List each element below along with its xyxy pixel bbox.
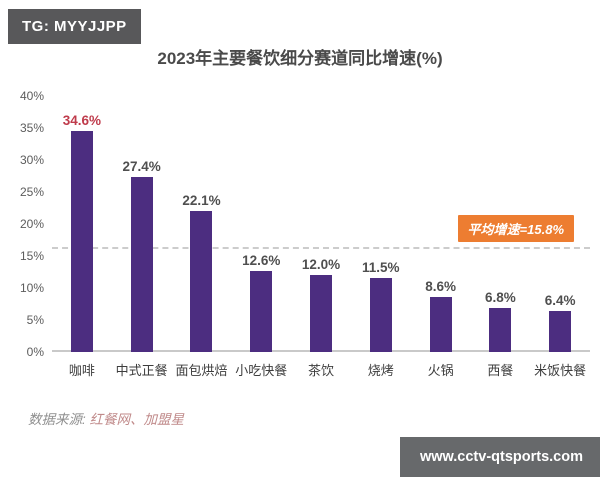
data-source: 数据来源: 红餐网、加盟星 bbox=[28, 408, 184, 428]
x-axis-label: 火锅 bbox=[427, 363, 454, 378]
bar-value-label: 22.1% bbox=[182, 192, 221, 208]
bar-columns: 34.6% 27.4% 22.1% 12.6% 12.0% 11.5% 8.6% 6.8% 6.… bbox=[52, 96, 590, 352]
bar bbox=[429, 296, 452, 352]
x-axis-labels: 咖啡 中式正餐 面包烘焙 小吃快餐 茶饮 烧烤 火锅 西餐 米饭快餐 bbox=[52, 360, 590, 379]
bar bbox=[549, 311, 572, 352]
bar-value-label: 12.0% bbox=[301, 257, 341, 273]
y-tick-label: 10% bbox=[19, 281, 44, 295]
bar bbox=[190, 210, 213, 352]
bar-column: 6.4% bbox=[530, 293, 590, 352]
chart-title: 2023年主要餐饮细分赛道同比增速(%) bbox=[157, 49, 443, 68]
plot-wrap: 平均增速=15.8% 34.6% 27.4% 22.1% 12.6% 12.0% 11.5… bbox=[52, 96, 590, 379]
bar-value-label: 6.4% bbox=[544, 293, 576, 309]
bar-value-label: 6.8% bbox=[484, 290, 516, 306]
bar bbox=[250, 271, 273, 352]
x-axis-label: 咖啡 bbox=[68, 363, 95, 378]
bar-column: 34.6% bbox=[52, 113, 112, 352]
bar-value-label: 12.6% bbox=[242, 253, 281, 269]
x-axis-label: 茶饮 bbox=[308, 363, 335, 378]
y-tick-label: 35% bbox=[19, 121, 44, 135]
bar-column: 27.4% bbox=[112, 159, 172, 352]
x-axis-label: 烧烤 bbox=[367, 363, 394, 378]
bar bbox=[310, 275, 333, 352]
y-tick-label: 15% bbox=[19, 249, 44, 263]
bar bbox=[70, 130, 93, 352]
x-axis-label: 西餐 bbox=[487, 363, 514, 378]
x-axis-label: 米饭快餐 bbox=[534, 363, 587, 378]
average-growth-badge: 平均增速=15.8% bbox=[457, 214, 574, 242]
x-axis-label: 中式正餐 bbox=[115, 363, 168, 378]
x-axis-label: 面包烘焙 bbox=[175, 363, 228, 378]
tg-watermark-badge: TG: MYYJJPP bbox=[8, 9, 141, 44]
bar bbox=[130, 176, 153, 352]
bar-value-label: 27.4% bbox=[122, 158, 161, 174]
y-tick-label: 40% bbox=[19, 89, 44, 103]
source-label: 数据来源: bbox=[28, 412, 90, 427]
website-badge: www.cctv-qtsports.com bbox=[399, 437, 600, 477]
bar-value-label: 8.6% bbox=[425, 278, 456, 294]
y-tick-label: 30% bbox=[19, 153, 44, 167]
bar-column: 22.1% bbox=[172, 193, 232, 352]
y-tick-label: 20% bbox=[19, 217, 44, 231]
source-names: 红餐网、加盟星 bbox=[89, 412, 185, 427]
bar-column: 8.6% bbox=[411, 279, 471, 352]
bar-value-label: 11.5% bbox=[362, 260, 400, 276]
bar-column: 12.0% bbox=[291, 257, 351, 352]
x-axis-label: 小吃快餐 bbox=[235, 363, 288, 378]
y-axis: 40% 35% 30% 25% 20% 15% 10% 5% 0% bbox=[12, 89, 52, 359]
bar-column: 6.8% bbox=[470, 290, 530, 352]
bar-value-label: 34.6% bbox=[62, 112, 102, 128]
y-tick-label: 0% bbox=[26, 345, 44, 359]
bar bbox=[369, 278, 392, 352]
y-tick-label: 5% bbox=[26, 313, 44, 327]
bar bbox=[489, 308, 512, 352]
y-tick-label: 25% bbox=[19, 185, 44, 199]
bar-column: 11.5% bbox=[351, 260, 411, 352]
plot-area: 平均增速=15.8% 34.6% 27.4% 22.1% 12.6% 12.0% 11.5… bbox=[52, 96, 590, 352]
bar-column: 12.6% bbox=[231, 253, 291, 352]
average-dashed-line bbox=[52, 246, 590, 249]
bar-chart: 40% 35% 30% 25% 20% 15% 10% 5% 0% 平均增速=15.8% 34.… bbox=[12, 89, 590, 379]
